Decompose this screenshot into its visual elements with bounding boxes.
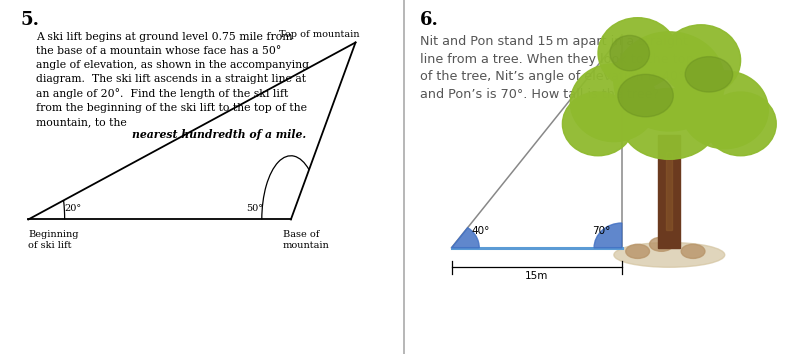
Ellipse shape (682, 71, 768, 149)
Text: 40°: 40° (471, 225, 490, 236)
Wedge shape (451, 228, 479, 248)
Text: A ski lift begins at ground level 0.75 mile from
the base of a mountain whose fa: A ski lift begins at ground level 0.75 m… (36, 32, 310, 127)
Text: Nit and Pon stand 15 m apart in a straight
line from a tree. When they look to t: Nit and Pon stand 15 m apart in a straig… (420, 35, 694, 101)
Ellipse shape (622, 88, 717, 159)
Text: nearest hundredth of a mile.: nearest hundredth of a mile. (132, 129, 306, 140)
Text: 50°: 50° (246, 204, 263, 213)
Ellipse shape (614, 32, 725, 131)
Ellipse shape (685, 57, 733, 92)
Ellipse shape (598, 18, 678, 88)
Text: Beginning
of ski lift: Beginning of ski lift (28, 230, 78, 250)
Ellipse shape (562, 92, 634, 156)
Ellipse shape (626, 244, 650, 258)
Ellipse shape (681, 244, 705, 258)
Ellipse shape (570, 64, 658, 142)
Ellipse shape (705, 92, 776, 156)
Ellipse shape (610, 35, 650, 71)
Bar (658, 135, 680, 248)
Ellipse shape (618, 74, 674, 117)
Text: Base of
mountain: Base of mountain (282, 230, 330, 250)
Text: 70°: 70° (592, 225, 610, 236)
Ellipse shape (650, 237, 674, 251)
Text: Top of mountain: Top of mountain (279, 30, 359, 39)
Text: 5.: 5. (20, 11, 39, 29)
Wedge shape (594, 223, 622, 248)
Ellipse shape (614, 242, 725, 267)
Bar (666, 152, 673, 230)
Text: 15m: 15m (525, 271, 548, 281)
Ellipse shape (662, 25, 741, 96)
Text: 6.: 6. (420, 11, 438, 29)
Text: 20°: 20° (65, 204, 82, 213)
